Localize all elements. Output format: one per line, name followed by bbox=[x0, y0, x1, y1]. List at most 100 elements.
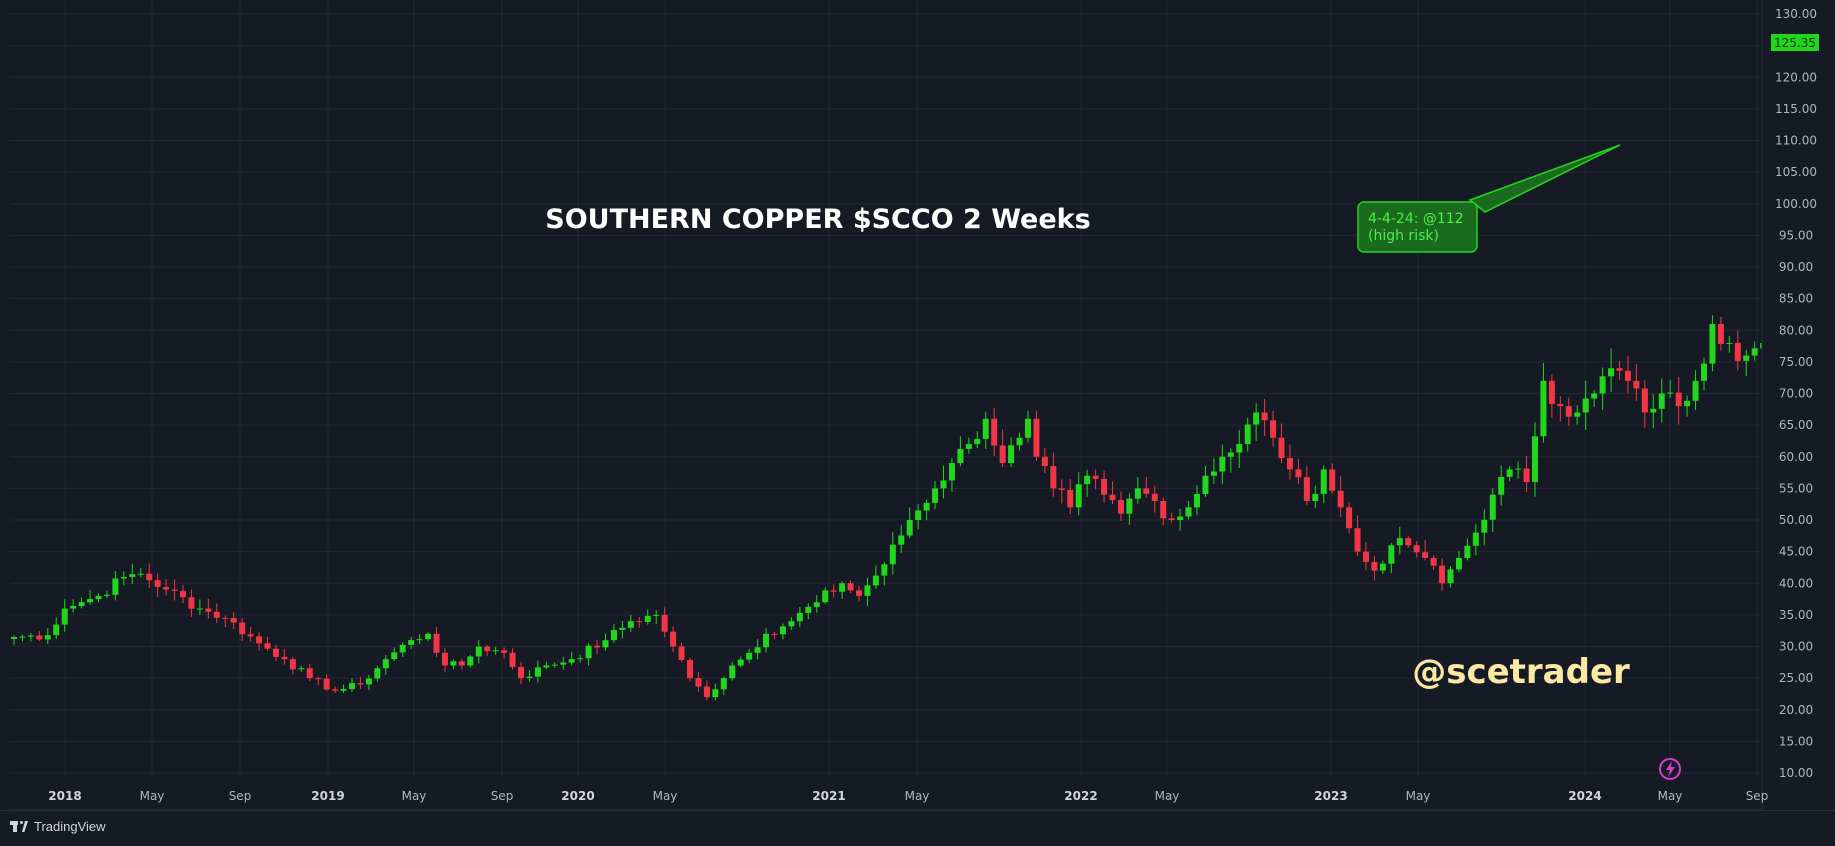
candle[interactable] bbox=[805, 603, 812, 620]
candle[interactable] bbox=[1194, 485, 1200, 516]
candle[interactable] bbox=[636, 616, 643, 628]
candle[interactable] bbox=[213, 603, 220, 623]
candle[interactable] bbox=[1210, 458, 1217, 485]
candle[interactable] bbox=[1075, 472, 1082, 516]
candle[interactable] bbox=[1506, 466, 1513, 482]
candle[interactable] bbox=[1608, 348, 1615, 393]
candle[interactable] bbox=[856, 585, 862, 602]
candle[interactable] bbox=[129, 563, 136, 584]
candle[interactable] bbox=[36, 630, 43, 642]
candle[interactable] bbox=[239, 617, 246, 642]
candle[interactable] bbox=[163, 579, 170, 596]
candle[interactable] bbox=[374, 665, 381, 682]
candle[interactable] bbox=[1667, 379, 1674, 398]
candle[interactable] bbox=[433, 626, 440, 658]
candle[interactable] bbox=[1743, 349, 1750, 377]
candle[interactable] bbox=[501, 647, 508, 659]
candle[interactable] bbox=[543, 661, 550, 670]
candle[interactable] bbox=[940, 465, 947, 499]
candle[interactable] bbox=[1337, 476, 1344, 518]
candle[interactable] bbox=[1633, 364, 1640, 401]
candle[interactable] bbox=[332, 686, 339, 693]
candle[interactable] bbox=[1489, 488, 1496, 533]
candle[interactable] bbox=[137, 567, 144, 578]
lightning-icon[interactable] bbox=[1659, 758, 1681, 780]
candle[interactable] bbox=[1717, 316, 1724, 351]
candle[interactable] bbox=[526, 670, 533, 682]
candle[interactable] bbox=[551, 662, 558, 668]
candle[interactable] bbox=[1532, 422, 1538, 497]
candle[interactable] bbox=[1143, 476, 1150, 498]
candle[interactable] bbox=[1641, 380, 1648, 428]
candle[interactable] bbox=[1041, 448, 1048, 474]
candle[interactable] bbox=[1591, 389, 1598, 407]
price-callout[interactable]: 4-4-24: @112 (high risk) bbox=[1357, 144, 1621, 253]
candle[interactable] bbox=[1726, 336, 1733, 353]
candle[interactable] bbox=[729, 662, 736, 681]
candle[interactable] bbox=[1134, 477, 1141, 504]
candle[interactable] bbox=[577, 654, 584, 663]
candle[interactable] bbox=[450, 659, 457, 670]
candle[interactable] bbox=[1067, 479, 1074, 515]
candle[interactable] bbox=[653, 610, 660, 624]
candle[interactable] bbox=[222, 615, 229, 628]
candle[interactable] bbox=[1430, 555, 1437, 570]
candle[interactable] bbox=[188, 589, 195, 617]
candle[interactable] bbox=[670, 626, 677, 653]
candle[interactable] bbox=[771, 631, 778, 640]
candle[interactable] bbox=[1540, 362, 1547, 443]
candle[interactable] bbox=[1329, 463, 1336, 494]
candle[interactable] bbox=[120, 571, 127, 586]
candle[interactable] bbox=[1675, 376, 1682, 425]
candle[interactable] bbox=[518, 661, 524, 685]
candle[interactable] bbox=[1582, 380, 1589, 430]
candle[interactable] bbox=[1025, 410, 1031, 443]
candle[interactable] bbox=[1354, 515, 1361, 557]
candle[interactable] bbox=[340, 684, 347, 694]
candle[interactable] bbox=[1185, 501, 1192, 520]
candle[interactable] bbox=[948, 458, 955, 492]
candle[interactable] bbox=[1160, 497, 1167, 526]
y-axis-panel[interactable] bbox=[1762, 0, 1835, 810]
candle[interactable] bbox=[1388, 542, 1395, 573]
candle[interactable] bbox=[53, 617, 60, 640]
candle[interactable] bbox=[644, 609, 651, 625]
candle[interactable] bbox=[180, 585, 186, 604]
candle[interactable] bbox=[1016, 432, 1023, 451]
candle[interactable] bbox=[965, 437, 972, 454]
candle[interactable] bbox=[1312, 485, 1319, 509]
candle[interactable] bbox=[602, 633, 609, 651]
candle[interactable] bbox=[889, 532, 896, 575]
candle[interactable] bbox=[87, 589, 94, 605]
candle[interactable] bbox=[509, 648, 516, 670]
candle[interactable] bbox=[813, 594, 820, 613]
candle[interactable] bbox=[289, 656, 296, 675]
candle[interactable] bbox=[264, 636, 271, 651]
candle[interactable] bbox=[467, 654, 474, 668]
candle[interactable] bbox=[323, 674, 330, 691]
candle[interactable] bbox=[763, 627, 770, 653]
candle[interactable] bbox=[1244, 417, 1251, 452]
candle[interactable] bbox=[864, 577, 871, 606]
candle[interactable] bbox=[1219, 444, 1226, 485]
candle[interactable] bbox=[1481, 509, 1488, 546]
candle[interactable] bbox=[1371, 555, 1378, 581]
candle[interactable] bbox=[196, 599, 203, 615]
candle[interactable] bbox=[1050, 452, 1057, 497]
candle[interactable] bbox=[1734, 330, 1741, 371]
candle[interactable] bbox=[974, 431, 981, 449]
candle[interactable] bbox=[11, 635, 17, 645]
candle[interactable] bbox=[534, 660, 541, 683]
candle[interactable] bbox=[408, 636, 415, 650]
candle[interactable] bbox=[1455, 551, 1462, 573]
candle[interactable] bbox=[492, 646, 499, 655]
candle[interactable] bbox=[1227, 448, 1234, 473]
candle[interactable] bbox=[1092, 469, 1099, 490]
candle[interactable] bbox=[999, 429, 1006, 468]
candle[interactable] bbox=[1253, 403, 1260, 441]
candle[interactable] bbox=[1084, 469, 1091, 497]
candlestick-chart[interactable]: 10.00 15.00 20.00 25.00 30.00 35.00 40.00 45.00… bbox=[0, 0, 1835, 811]
candle[interactable] bbox=[1405, 535, 1412, 548]
candle[interactable] bbox=[61, 599, 68, 632]
candle[interactable] bbox=[416, 634, 423, 645]
